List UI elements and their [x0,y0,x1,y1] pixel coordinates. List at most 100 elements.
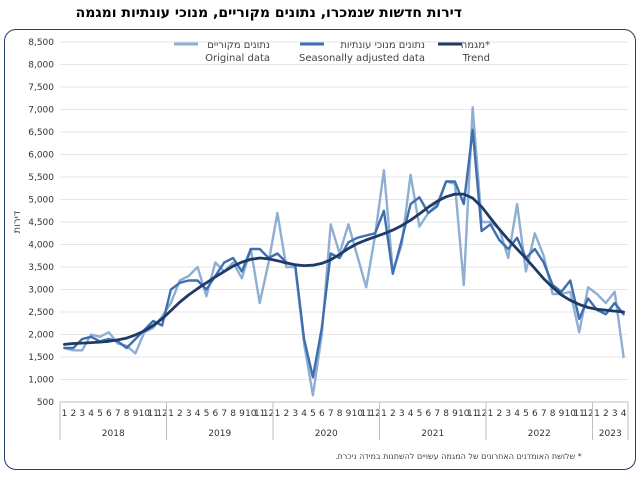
footnote: * שלושת האומדנים האחרונים של המגמה עשויי… [335,452,582,461]
legend-original-he: נתונים מקוריים [207,40,270,51]
x-tick-label: 5 [97,409,103,419]
x-tick-label: 11 [254,409,265,419]
x-tick-label: 3 [79,409,85,419]
x-tick-label: 6 [425,409,431,419]
x-tick-label: 1 [275,409,281,419]
y-tick-label: 6,500 [28,128,54,138]
y-tick-label: 5,000 [28,196,54,206]
x-tick-label: 8 [230,409,236,419]
x-tick-label: 8 [124,409,130,419]
y-tick-label: 1,000 [28,376,54,386]
x-tick-label: 5 [523,409,529,419]
x-tick-label: 7 [328,409,334,419]
x-tick-label: 10 [565,409,577,419]
x-tick-label: 9 [239,409,245,419]
x-tick-label: 11 [573,409,584,419]
x-tick-label: 4 [195,409,201,419]
x-tick-label: 6 [319,409,325,419]
x-tick-label: 8 [337,409,343,419]
y-tick-label: 2,000 [28,331,54,341]
x-tick-label: 4 [301,409,307,419]
x-tick-label: 9 [133,409,139,419]
x-tick-label: 3 [292,409,298,419]
legend-original: נתונים מקוריים Original data [174,40,270,64]
y-tick-label: 8,000 [28,61,54,71]
x-tick-label: 9 [452,409,458,419]
x-tick-label: 6 [532,409,538,419]
x-tick-label: 2 [603,409,609,419]
year-label: 2019 [208,429,231,439]
legend-trend-en: Trend [462,53,490,64]
x-tick-label: 12 [156,409,167,419]
x-tick-label: 10 [139,409,151,419]
series-lines [63,106,625,397]
y-tick-label: 6,000 [28,151,54,161]
series-line-seasonal [63,128,625,379]
legend-seasonal-en: Seasonally adjusted data [299,53,425,64]
x-tick-label: 7 [434,409,440,419]
x-tick-label: 2 [70,409,76,419]
x-tick-label: 5 [310,409,316,419]
x-tick-label: 4 [88,409,94,419]
x-tick-label: 2 [283,409,289,419]
year-label: 2020 [315,429,338,439]
legend: נתונים מקוריים Original data נתונים מנוכ… [174,40,490,64]
x-tick-label: 4 [514,409,520,419]
year-label: 2023 [599,429,622,439]
y-tick-label: 3,000 [28,286,54,296]
x-tick-label: 6 [212,409,218,419]
x-tick-label: 12 [263,409,274,419]
x-tick-label: 1 [62,409,68,419]
series-line-trend [63,192,625,346]
y-tick-label: 4,500 [28,218,54,228]
gridlines [60,41,628,403]
x-tick-label: 4 [621,409,627,419]
x-tick-label: 10 [458,409,470,419]
x-tick-label: 7 [115,409,121,419]
y-tick-label: 3,500 [28,263,54,273]
x-tick-label: 12 [369,409,380,419]
y-tick-label: 2,500 [28,308,54,318]
legend-original-en: Original data [205,53,270,64]
y-tick-label: 7,500 [28,83,54,93]
y-tick-label: 7,000 [28,106,54,116]
x-tick-label: 2 [390,409,396,419]
x-tick-label: 3 [505,409,511,419]
legend-seasonal: נתונים מנוכי עונתיות Seasonally adjusted… [299,40,425,64]
chart-frame [4,29,636,470]
y-tick-label: 5,500 [28,173,54,183]
x-tick-label: 7 [541,409,547,419]
x-tick-label: 2 [177,409,183,419]
x-tick-label: 3 [612,409,618,419]
x-tick-label: 11 [467,409,478,419]
x-tick-label: 3 [186,409,192,419]
x-tick-label: 9 [559,409,565,419]
x-tick-label: 8 [550,409,556,419]
y-tick-label: 500 [37,398,54,408]
x-tick-label: 11 [147,409,158,419]
x-tick-label: 5 [417,409,423,419]
x-tick-label: 12 [582,409,593,419]
x-tick-label: 1 [168,409,174,419]
y-axis-label: דירות [12,210,23,233]
x-tick-label: 12 [476,409,487,419]
y-axis-ticks: 500 1,000 1,500 2,000 2,500 3,000 3,500 4,000 4,… [28,38,54,408]
y-tick-label: 8,500 [28,38,54,48]
chart-title: דירות חדשות שנמכרו, נתונים מקוריים, מנוכ… [75,5,462,21]
x-tick-label: 2 [496,409,502,419]
x-tick-label: 1 [488,409,494,419]
x-tick-label: 8 [443,409,449,419]
year-label: 2022 [528,429,551,439]
x-tick-label: 5 [204,409,210,419]
year-label: 2021 [421,429,444,439]
x-tick-label: 7 [221,409,227,419]
x-tick-label: 1 [594,409,600,419]
x-tick-label: 9 [346,409,352,419]
legend-trend: מגמה* Trend [438,40,490,64]
y-tick-label: 4,000 [28,241,54,251]
year-label: 2018 [102,429,125,439]
x-tick-label: 10 [352,409,364,419]
x-tick-label: 10 [245,409,257,419]
x-tick-label: 11 [360,409,371,419]
